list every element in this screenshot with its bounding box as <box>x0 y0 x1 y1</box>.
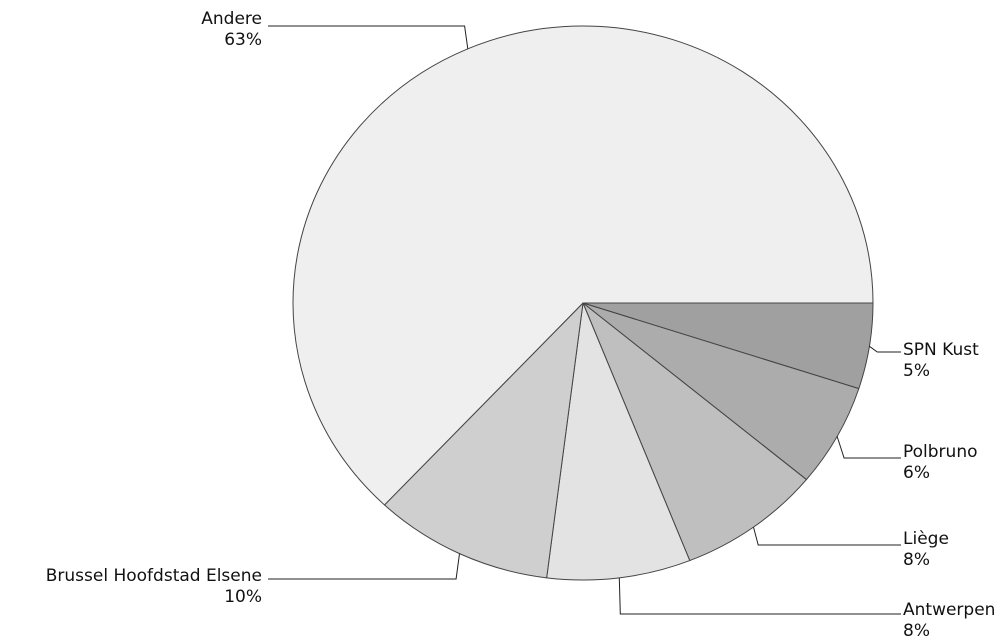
pie-labels: SPN Kust5%Polbruno6%Liège8%Antwerpen8%Br… <box>46 9 996 640</box>
slice-label-brussel-hoofdstad-elsene: Brussel Hoofdstad Elsene <box>46 566 262 586</box>
slice-brussel-hoofdstad-elsene <box>383 301 584 579</box>
slice-antwerpen <box>546 301 691 581</box>
leader-line-liege <box>753 526 901 546</box>
pie-slices <box>292 25 874 581</box>
slice-label-spn-kust: SPN Kust <box>903 340 979 360</box>
slice-value-spn-kust: 5% <box>903 361 930 381</box>
leader-line-polbruno <box>836 436 901 459</box>
leader-line-andere <box>268 25 469 49</box>
slice-label-liege: Liège <box>903 529 949 549</box>
slice-value-polbruno: 6% <box>903 463 930 483</box>
slice-value-andere: 63% <box>224 30 262 50</box>
slice-label-antwerpen: Antwerpen <box>903 600 995 620</box>
leader-line-antwerpen <box>618 577 901 615</box>
slice-value-liege: 8% <box>903 550 930 570</box>
slice-label-andere: Andere <box>201 9 262 29</box>
slice-liege <box>581 301 808 562</box>
leader-line-spn-kust <box>869 345 901 353</box>
slice-label-polbruno: Polbruno <box>903 442 978 462</box>
slice-andere <box>292 25 874 506</box>
leader-line-brussel-hoofdstad-elsene <box>268 553 460 580</box>
slice-value-antwerpen: 8% <box>903 621 930 640</box>
slice-value-brussel-hoofdstad-elsene: 10% <box>224 587 262 607</box>
